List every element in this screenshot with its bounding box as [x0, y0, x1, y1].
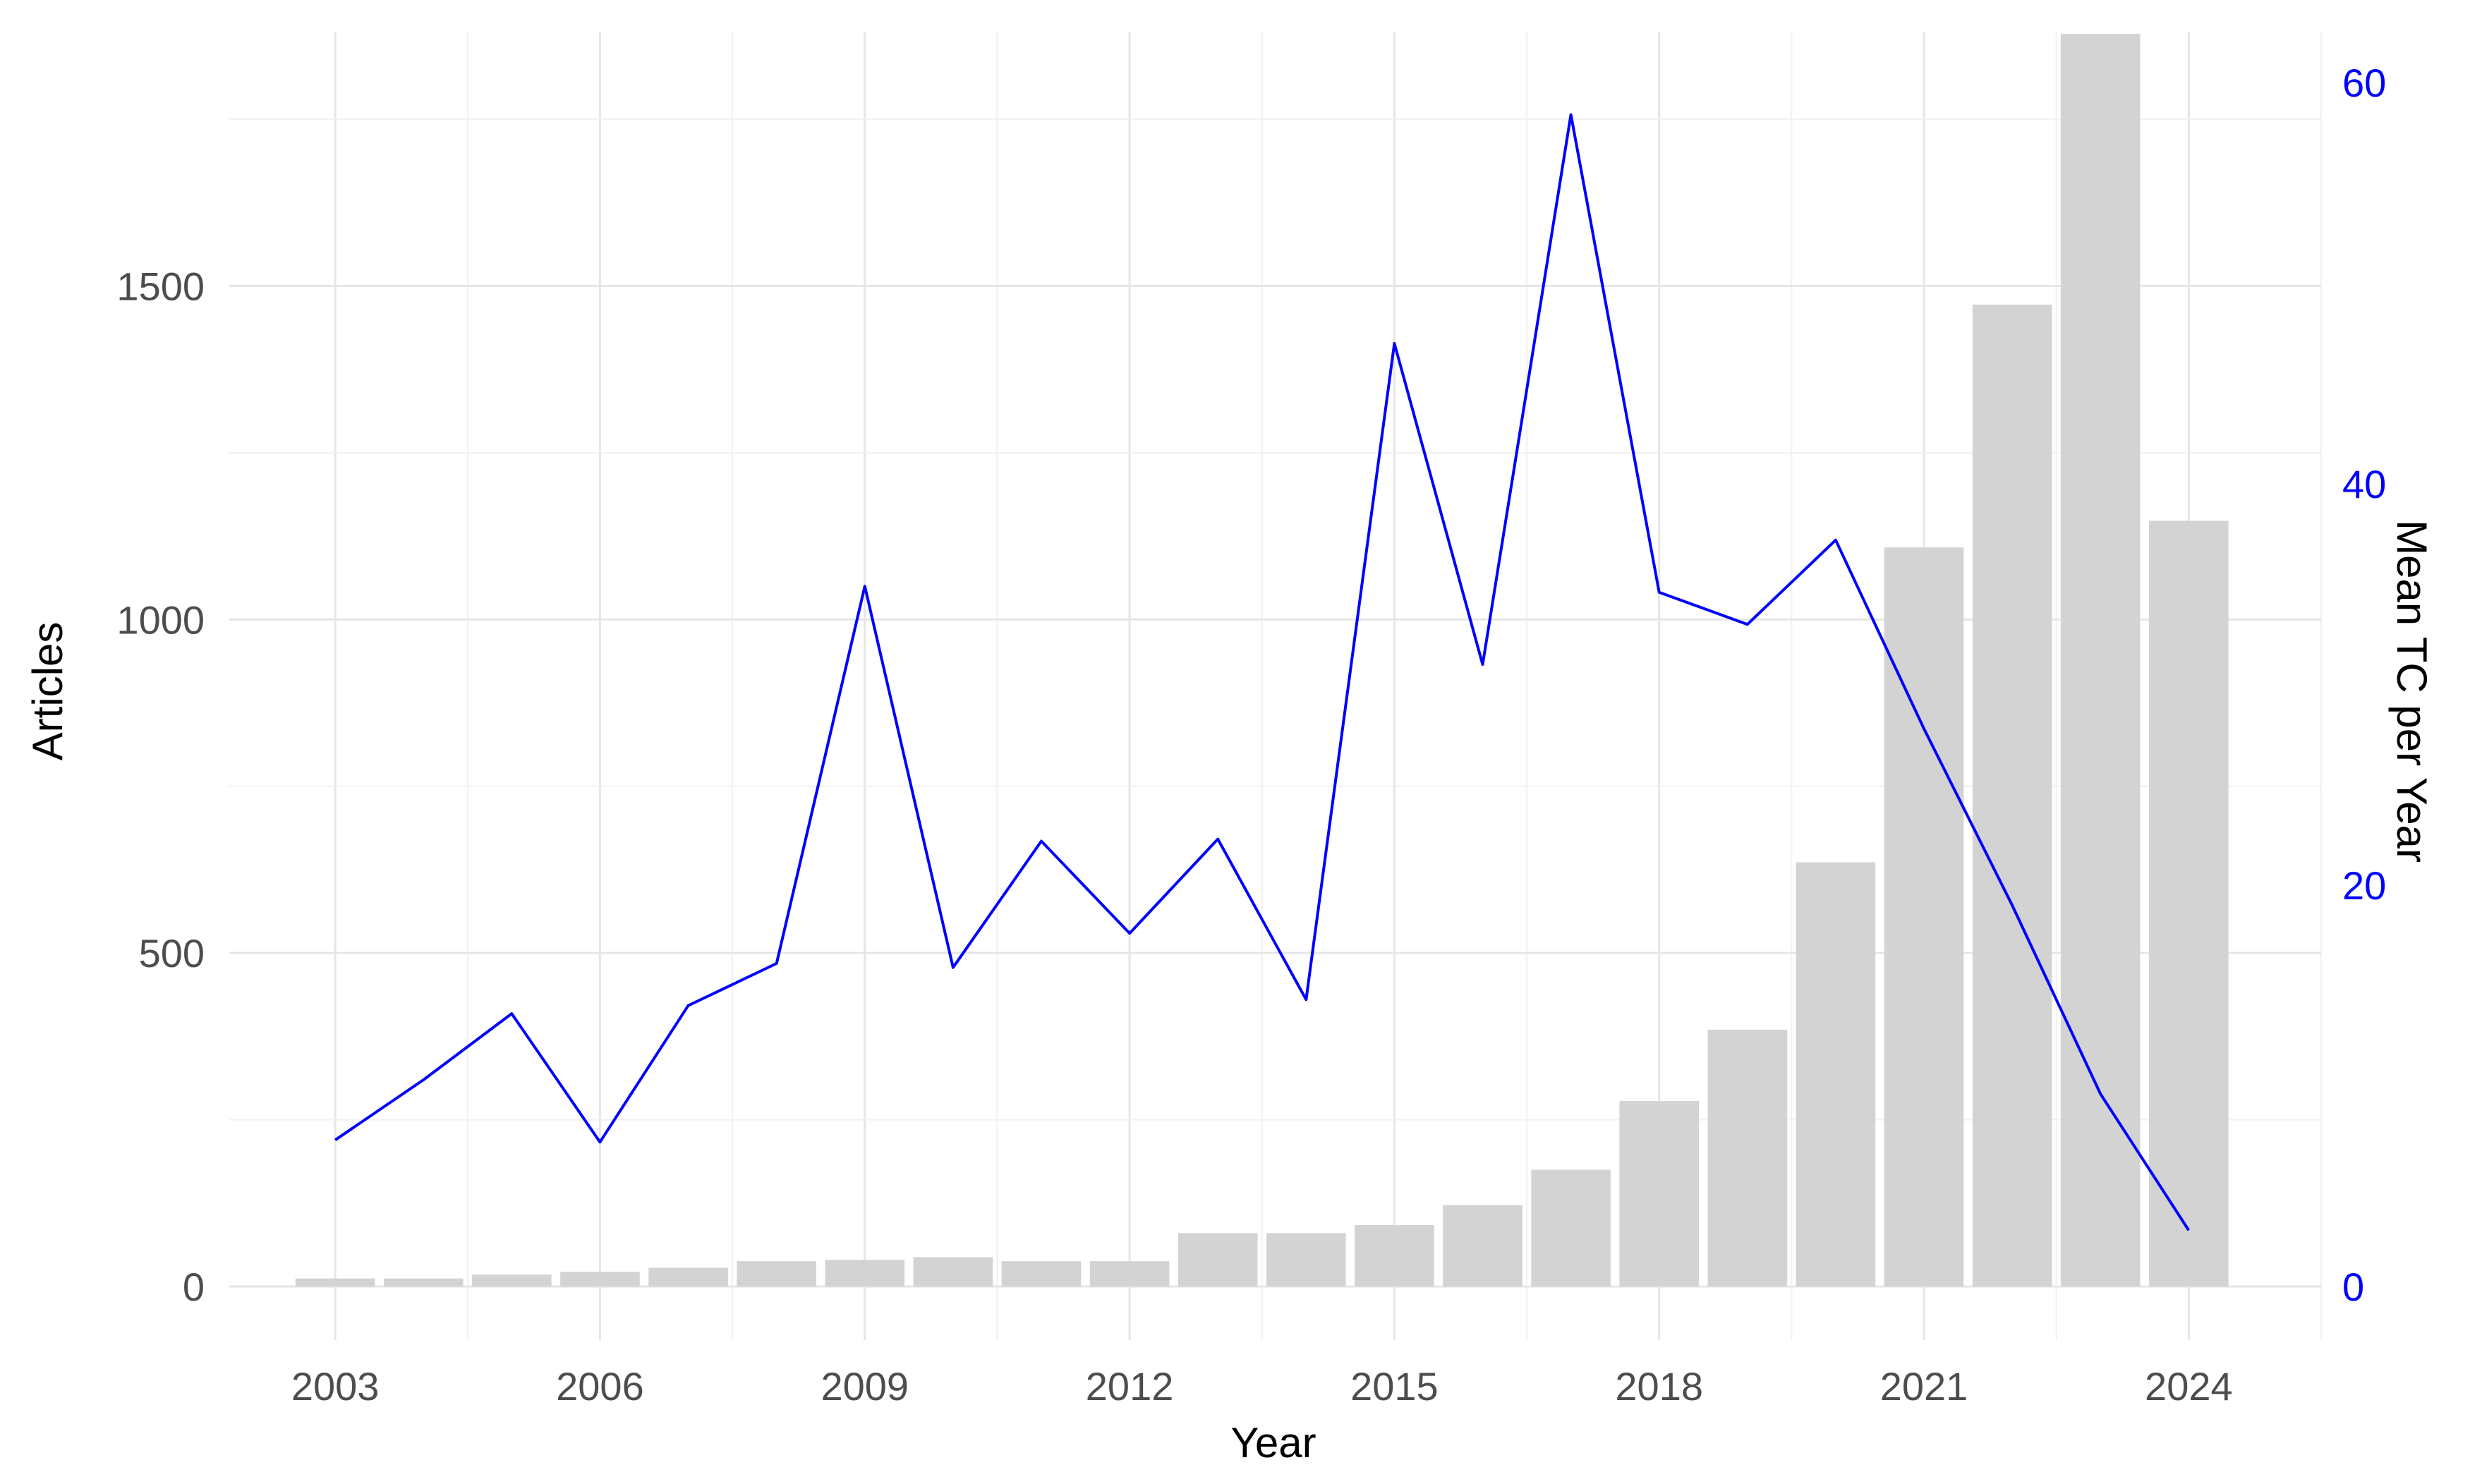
x-tick-label-2006: 2006: [556, 1364, 644, 1409]
bar-2006: [560, 1272, 640, 1287]
bar-2009: [825, 1260, 905, 1287]
bar-2021: [1884, 547, 1964, 1287]
y-axis-right-ticks: 0 20 40 60: [2342, 61, 2386, 1309]
y-right-tick-label-20: 20: [2342, 863, 2386, 908]
bar-2023: [2060, 33, 2141, 1287]
x-tick-label-2009: 2009: [821, 1364, 909, 1409]
bar-2022: [1972, 304, 2052, 1287]
bar-2012: [1089, 1261, 1170, 1287]
y-axis-left-title: Articles: [24, 622, 71, 761]
y-right-tick-label-0: 0: [2342, 1265, 2364, 1309]
bar-2017: [1531, 1169, 1611, 1287]
bar-2013: [1178, 1233, 1258, 1287]
mean-tc-line: [334, 113, 2190, 1231]
y-right-tick-label-40: 40: [2342, 462, 2386, 506]
y-right-tick-label-60: 60: [2342, 61, 2386, 105]
y-tick-label-0: 0: [183, 1265, 205, 1309]
y-axis-right-title: Mean TC per Year: [2388, 520, 2435, 863]
bar-2018: [1619, 1101, 1700, 1287]
bar-2011: [1001, 1261, 1082, 1287]
bar-2005: [472, 1274, 552, 1287]
x-tick-label-2012: 2012: [1086, 1364, 1174, 1409]
bar-2007: [648, 1267, 728, 1287]
x-axis-title: Year: [1230, 1419, 1316, 1466]
y-tick-label-1000: 1000: [116, 597, 205, 642]
x-tick-label-2021: 2021: [1880, 1364, 1968, 1409]
y-axis-left-ticks: 0 500 1000 1500: [116, 264, 205, 1309]
bar-2020: [1796, 862, 1876, 1287]
bar-2003: [295, 1278, 375, 1287]
bar-2014: [1266, 1233, 1346, 1287]
y-tick-label-1500: 1500: [116, 264, 205, 308]
bar-2010: [913, 1257, 993, 1287]
x-axis-ticks: 2003 2006 2009 2012 2015 2018 2021 2024: [291, 1364, 2233, 1409]
x-tick-label-2024: 2024: [2145, 1364, 2233, 1409]
y-tick-label-500: 500: [139, 931, 205, 975]
x-tick-label-2003: 2003: [291, 1364, 380, 1409]
x-tick-label-2015: 2015: [1350, 1364, 1439, 1409]
bar-2019: [1707, 1029, 1788, 1287]
bar-2024: [2149, 521, 2229, 1287]
x-tick-label-2018: 2018: [1615, 1364, 1703, 1409]
bar-2015: [1355, 1224, 1434, 1287]
bar-2004: [383, 1278, 464, 1287]
bar-2008: [737, 1261, 816, 1287]
bar-2016: [1443, 1205, 1523, 1287]
